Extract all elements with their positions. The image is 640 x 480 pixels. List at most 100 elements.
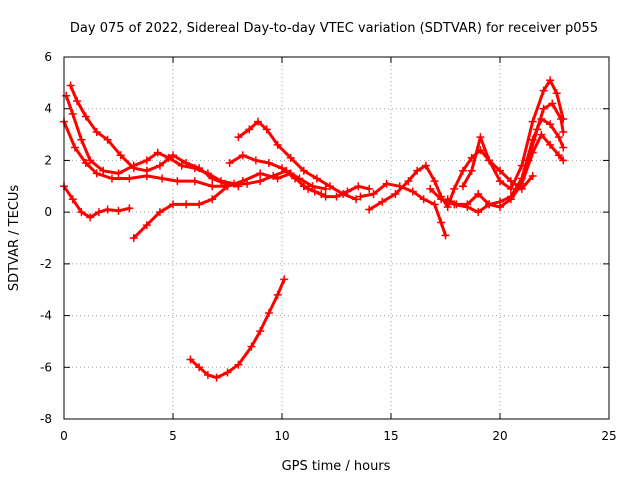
data-point-marker (450, 184, 459, 193)
data-point-marker (177, 161, 186, 170)
data-point-marker (496, 177, 504, 186)
data-point-marker (142, 221, 151, 230)
data-point-marker (339, 190, 348, 199)
x-tick-label: 20 (492, 429, 507, 443)
series-track-5 (60, 117, 232, 191)
data-point-marker (103, 205, 112, 214)
data-point-marker (254, 117, 263, 126)
data-point-marker (234, 182, 243, 191)
data-point-marker (245, 125, 254, 134)
x-tick-label: 10 (274, 429, 289, 443)
data-point-marker (463, 200, 472, 209)
data-point-marker (81, 159, 90, 168)
data-point-marker (496, 166, 504, 175)
data-point-marker (546, 120, 555, 129)
data-point-marker (92, 127, 101, 136)
data-point-marker (203, 371, 212, 380)
data-point-marker (485, 156, 494, 165)
data-point-marker (332, 192, 341, 201)
data-point-marker (515, 182, 524, 191)
data-point-marker (256, 177, 265, 186)
data-point-marker (528, 171, 537, 180)
data-point-marker (559, 156, 568, 165)
data-point-marker (243, 179, 252, 188)
data-point-marker (86, 156, 95, 165)
data-point-marker (524, 156, 533, 165)
data-point-marker (430, 200, 439, 209)
y-axis-label: SDTVAR / TECUs (7, 185, 22, 292)
data-point-marker (317, 190, 326, 199)
series-track-14 (515, 99, 568, 191)
data-point-marker (186, 355, 195, 364)
data-point-marker (506, 195, 515, 204)
data-point-marker (352, 195, 361, 204)
x-tick-label: 0 (60, 429, 68, 443)
data-point-marker (299, 166, 308, 175)
y-tick-label: -8 (40, 412, 52, 426)
x-tick-label: 5 (169, 429, 177, 443)
data-point-marker (195, 200, 204, 209)
data-point-marker (496, 202, 504, 211)
data-point-marker (129, 164, 138, 173)
data-point-marker (169, 200, 177, 209)
plot-frame (63, 56, 610, 420)
x-tick-label: 25 (601, 429, 616, 443)
data-point-marker (86, 213, 95, 222)
data-point-marker (552, 89, 561, 98)
y-tick-label: 4 (44, 102, 52, 116)
data-point-marker (99, 166, 108, 175)
data-point-marker (391, 190, 400, 199)
data-point-marker (262, 125, 271, 134)
series-line (62, 120, 229, 188)
data-point-marker (273, 290, 282, 299)
data-point-marker (223, 182, 232, 191)
series-track-3 (62, 91, 330, 193)
data-point-marker (264, 308, 273, 317)
series-line (228, 153, 323, 196)
data-point-marker (441, 231, 450, 240)
y-tick-label: 0 (44, 205, 52, 219)
data-point-marker (548, 99, 557, 108)
data-point-marker (452, 200, 461, 209)
data-point-marker (238, 151, 247, 160)
series-track-8 (186, 275, 289, 382)
data-point-marker (142, 156, 151, 165)
data-point-marker (458, 182, 467, 191)
data-point-marker (256, 169, 265, 178)
y-tick-label: -6 (40, 360, 52, 374)
data-point-marker (421, 161, 430, 170)
data-point-marker (430, 177, 439, 186)
data-point-marker (354, 182, 363, 191)
data-point-marker (208, 182, 217, 191)
data-point-marker (554, 151, 563, 160)
data-point-marker (304, 184, 313, 193)
data-point-marker (125, 204, 134, 213)
data-point-marker (365, 205, 374, 214)
series-track-12 (458, 76, 568, 193)
data-point-marker (395, 182, 404, 191)
data-point-marker (66, 81, 75, 90)
data-point-marker (278, 164, 286, 173)
data-point-marker (208, 174, 217, 183)
series-line (64, 94, 328, 191)
data-point-marker (77, 135, 86, 144)
data-point-marker (539, 104, 548, 113)
data-point-marker (264, 159, 273, 168)
data-point-marker (559, 143, 568, 152)
data-point-marker (476, 133, 485, 142)
data-point-marker (356, 192, 365, 201)
data-point-marker (81, 112, 90, 121)
data-point-marker (312, 174, 321, 183)
data-point-marker (467, 166, 476, 175)
data-point-marker (92, 169, 101, 178)
data-point-marker (125, 174, 134, 183)
data-point-marker (474, 208, 483, 217)
data-point-marker (116, 151, 125, 160)
series-line (367, 148, 535, 212)
data-point-marker (247, 342, 256, 351)
data-point-marker (443, 202, 452, 211)
series-line (188, 277, 286, 380)
data-point-marker (382, 179, 391, 188)
data-point-marker (173, 177, 182, 186)
data-point-marker (286, 153, 295, 162)
